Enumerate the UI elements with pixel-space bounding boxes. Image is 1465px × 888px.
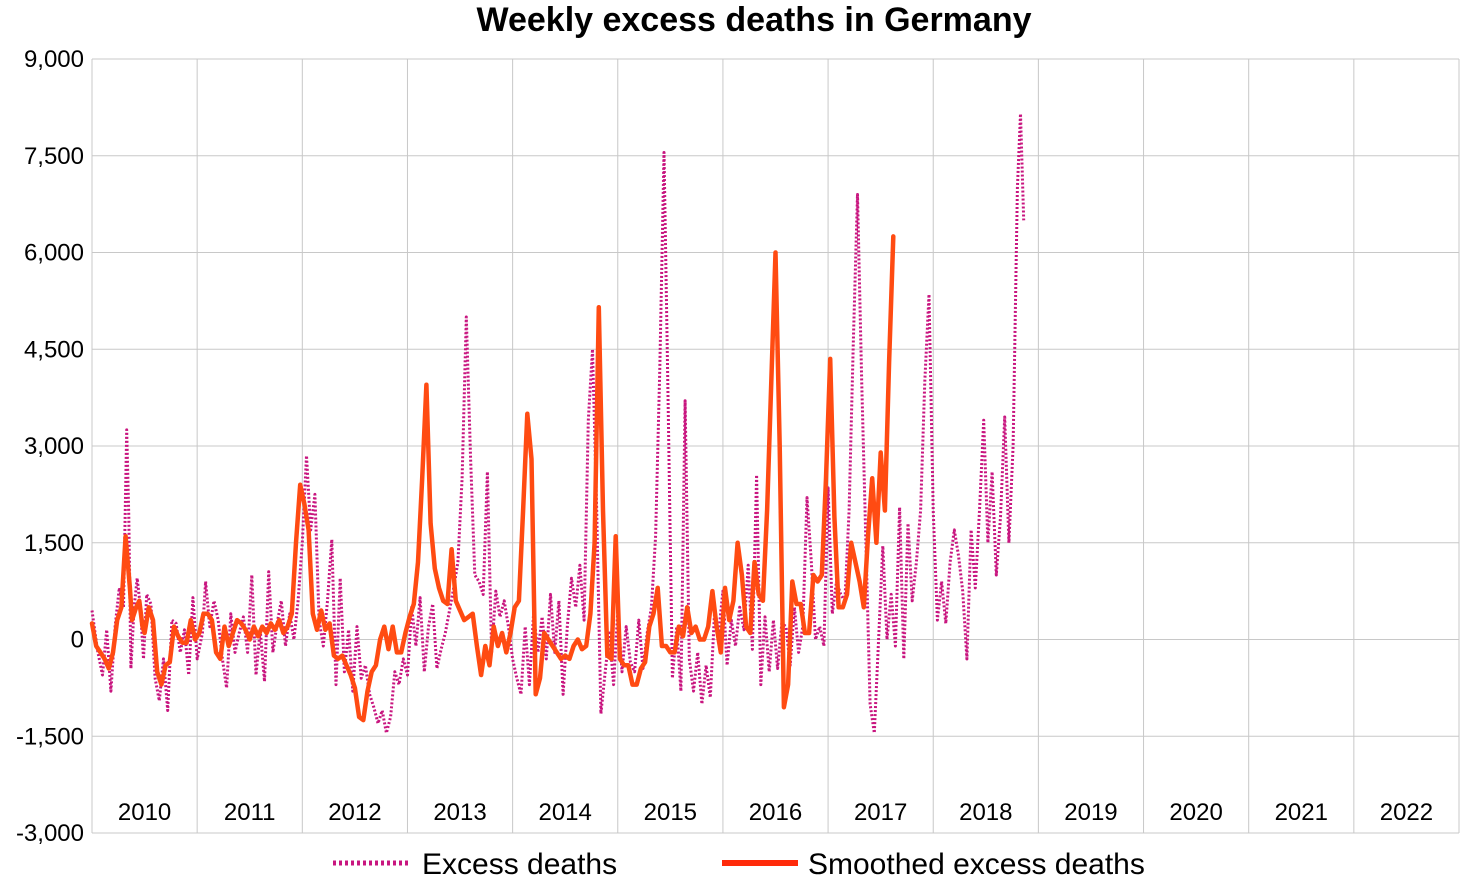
y-axis-ticks: -3,000 -1,500 0 1,500 3,000 4,500 6,000 7,500 9,… xyxy=(16,46,84,847)
x-tick-label: 2015 xyxy=(644,799,697,826)
x-tick-label: 2021 xyxy=(1275,799,1328,826)
y-tick-label: 9,000 xyxy=(24,46,84,73)
x-tick-label: 2014 xyxy=(538,799,591,826)
x-tick-label: 2010 xyxy=(118,799,171,826)
y-tick-label: 3,000 xyxy=(24,433,84,460)
grid xyxy=(91,58,1460,834)
x-tick-label: 2020 xyxy=(1169,799,1222,826)
y-tick-label: 1,500 xyxy=(24,530,84,557)
x-tick-label: 2017 xyxy=(854,799,907,826)
y-tick-label: 7,500 xyxy=(24,143,84,170)
x-tick-label: 2018 xyxy=(959,799,1012,826)
chart-title: Weekly excess deaths in Germany xyxy=(476,1,1031,39)
y-tick-label: 0 xyxy=(71,627,84,654)
y-tick-label: 4,500 xyxy=(24,336,84,363)
x-tick-label: 2013 xyxy=(433,799,486,826)
x-tick-label: 2011 xyxy=(224,799,276,826)
y-tick-label: -1,500 xyxy=(16,723,84,750)
x-tick-label: 2012 xyxy=(328,799,381,826)
x-tick-label: 2022 xyxy=(1380,799,1433,826)
legend-label-smoothed-excess-deaths: Smoothed excess deaths xyxy=(808,848,1145,881)
y-tick-label: 6,000 xyxy=(24,240,84,267)
series-layer xyxy=(89,112,1026,735)
legend-label-excess-deaths: Excess deaths xyxy=(422,848,617,881)
x-tick-label: 2019 xyxy=(1064,799,1117,826)
x-tick-label: 2016 xyxy=(749,799,802,826)
x-axis-ticks: 2010 2011 2012 2013 2014 2015 2016 2017 2018 2019… xyxy=(118,799,1433,826)
legend: Excess deaths Smoothed excess deaths xyxy=(333,848,1145,881)
series-line-smoothed-excess-deaths xyxy=(89,234,896,723)
y-tick-label: -3,000 xyxy=(16,820,84,847)
